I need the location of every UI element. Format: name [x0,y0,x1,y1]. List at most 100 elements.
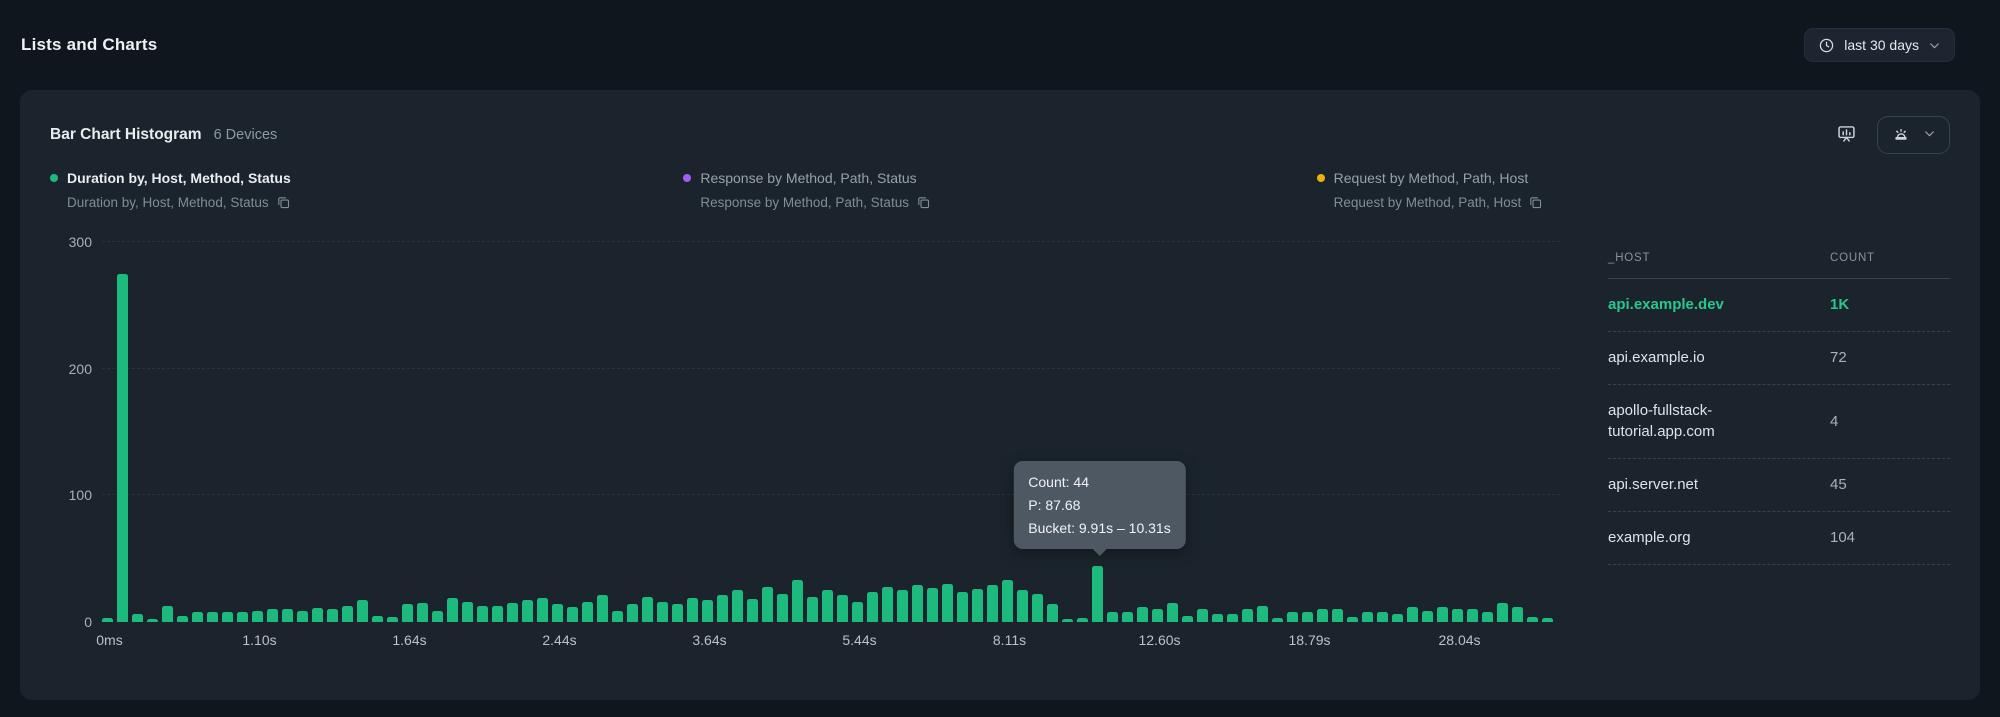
histogram-bar[interactable] [1482,611,1493,622]
histogram-bar[interactable] [1377,611,1388,622]
histogram-bar[interactable] [657,601,668,622]
histogram-bar[interactable] [1497,603,1508,622]
histogram-bar[interactable] [792,580,803,622]
histogram-bar[interactable] [642,596,653,622]
histogram-bar[interactable] [1212,614,1223,622]
alert-dropdown-button[interactable] [1877,116,1950,154]
table-row[interactable]: example.org 104 [1608,512,1950,565]
histogram-bar[interactable] [942,584,953,622]
histogram-bar[interactable] [477,605,488,622]
histogram-bar[interactable] [342,605,353,622]
histogram-bar[interactable] [327,609,338,622]
histogram-bar[interactable] [1542,618,1553,622]
column-header-host[interactable]: _Host [1608,252,1651,264]
histogram-bar[interactable] [1092,566,1103,622]
histogram-bar[interactable] [102,618,113,622]
histogram-bar[interactable] [507,603,518,622]
histogram-bar[interactable] [1122,611,1133,622]
histogram-bar[interactable] [522,600,533,622]
histogram-bar[interactable] [912,585,923,622]
histogram-bar[interactable] [1167,603,1178,622]
histogram-bar[interactable] [417,603,428,622]
histogram-bar[interactable] [972,589,983,622]
histogram-bar[interactable] [207,611,218,622]
histogram-bar[interactable] [1527,616,1538,622]
presentation-chart-button[interactable] [1832,119,1861,151]
histogram-bar[interactable] [852,601,863,622]
histogram-bar[interactable] [402,604,413,622]
histogram-bar[interactable] [1152,609,1163,622]
histogram-bar[interactable] [537,597,548,622]
histogram-bar[interactable] [1107,611,1118,622]
host-cell[interactable]: api.example.io [1608,348,1705,366]
table-row[interactable]: api.example.dev 1K [1608,279,1950,332]
histogram-bar[interactable] [882,586,893,622]
histogram-bar[interactable] [312,608,323,622]
histogram-bar[interactable] [1407,606,1418,622]
histogram-bar[interactable] [1392,614,1403,622]
histogram-bar[interactable] [957,591,968,622]
histogram-bar[interactable] [702,600,713,622]
histogram-bar[interactable] [1227,614,1238,622]
histogram-bar[interactable] [1362,611,1373,622]
histogram-bar[interactable] [1242,609,1253,622]
histogram-bar[interactable] [552,604,563,622]
table-row[interactable]: api.server.net 45 [1608,459,1950,512]
histogram-bar[interactable] [282,609,293,622]
histogram-bar[interactable] [222,611,233,622]
histogram-bar[interactable] [837,595,848,622]
legend-item[interactable]: Duration by, Host, Method, Status Durati… [50,170,683,210]
histogram-bar[interactable] [447,597,458,622]
histogram-bar[interactable] [237,611,248,622]
histogram-bar[interactable] [1437,606,1448,622]
histogram-bar[interactable] [567,606,578,622]
histogram-bar[interactable] [987,585,998,622]
copy-button[interactable] [916,195,931,210]
histogram-bar[interactable] [462,601,473,622]
histogram-bar[interactable] [1017,590,1028,622]
histogram-bar[interactable] [747,599,758,622]
host-cell[interactable]: apollo-fullstack-tutorial.app.com [1608,401,1715,441]
histogram-bar[interactable] [822,590,833,622]
histogram-bar[interactable] [1077,618,1088,622]
histogram-bar[interactable] [777,594,788,622]
histogram-bar[interactable] [597,595,608,622]
histogram-bar[interactable] [177,615,188,622]
legend-item[interactable]: Response by Method, Path, Status Respons… [683,170,1316,210]
column-header-count[interactable]: Count [1830,252,1875,264]
histogram-bar[interactable] [372,615,383,622]
histogram-bar[interactable] [1422,610,1433,622]
histogram-bar[interactable] [1062,619,1073,622]
host-cell[interactable]: api.example.dev [1608,296,1724,313]
histogram-bar[interactable] [1302,611,1313,622]
histogram-bar[interactable] [1137,606,1148,622]
histogram-bar[interactable] [807,596,818,622]
table-row[interactable]: api.example.io 72 [1608,332,1950,385]
histogram-bar[interactable] [147,619,158,622]
histogram-bar[interactable] [582,601,593,622]
histogram-bar[interactable] [1287,611,1298,622]
histogram-bar[interactable] [1467,609,1478,622]
histogram-bar[interactable] [732,590,743,622]
histogram-bar[interactable] [927,587,938,622]
histogram-bar[interactable] [357,600,368,622]
histogram-bar[interactable] [252,610,263,622]
time-range-button[interactable]: last 30 days [1804,28,1955,62]
copy-button[interactable] [1528,195,1543,210]
histogram-bar[interactable] [672,604,683,622]
histogram-bar[interactable] [867,591,878,622]
histogram-bar[interactable] [627,604,638,622]
histogram-bar[interactable] [492,605,503,622]
histogram-bar[interactable] [1332,609,1343,622]
histogram-bar[interactable] [267,609,278,622]
histogram-bar[interactable] [687,597,698,622]
histogram-bar[interactable] [117,273,128,622]
histogram-bar[interactable] [432,610,443,622]
histogram-bar[interactable] [762,586,773,622]
histogram-bar[interactable] [1512,606,1523,622]
legend-item[interactable]: Request by Method, Path, Host Request by… [1316,170,1950,210]
histogram-bar[interactable] [1197,609,1208,622]
table-row[interactable]: apollo-fullstack-tutorial.app.com 4 [1608,385,1950,459]
histogram-bar[interactable] [132,614,143,622]
histogram-bar[interactable] [612,610,623,622]
